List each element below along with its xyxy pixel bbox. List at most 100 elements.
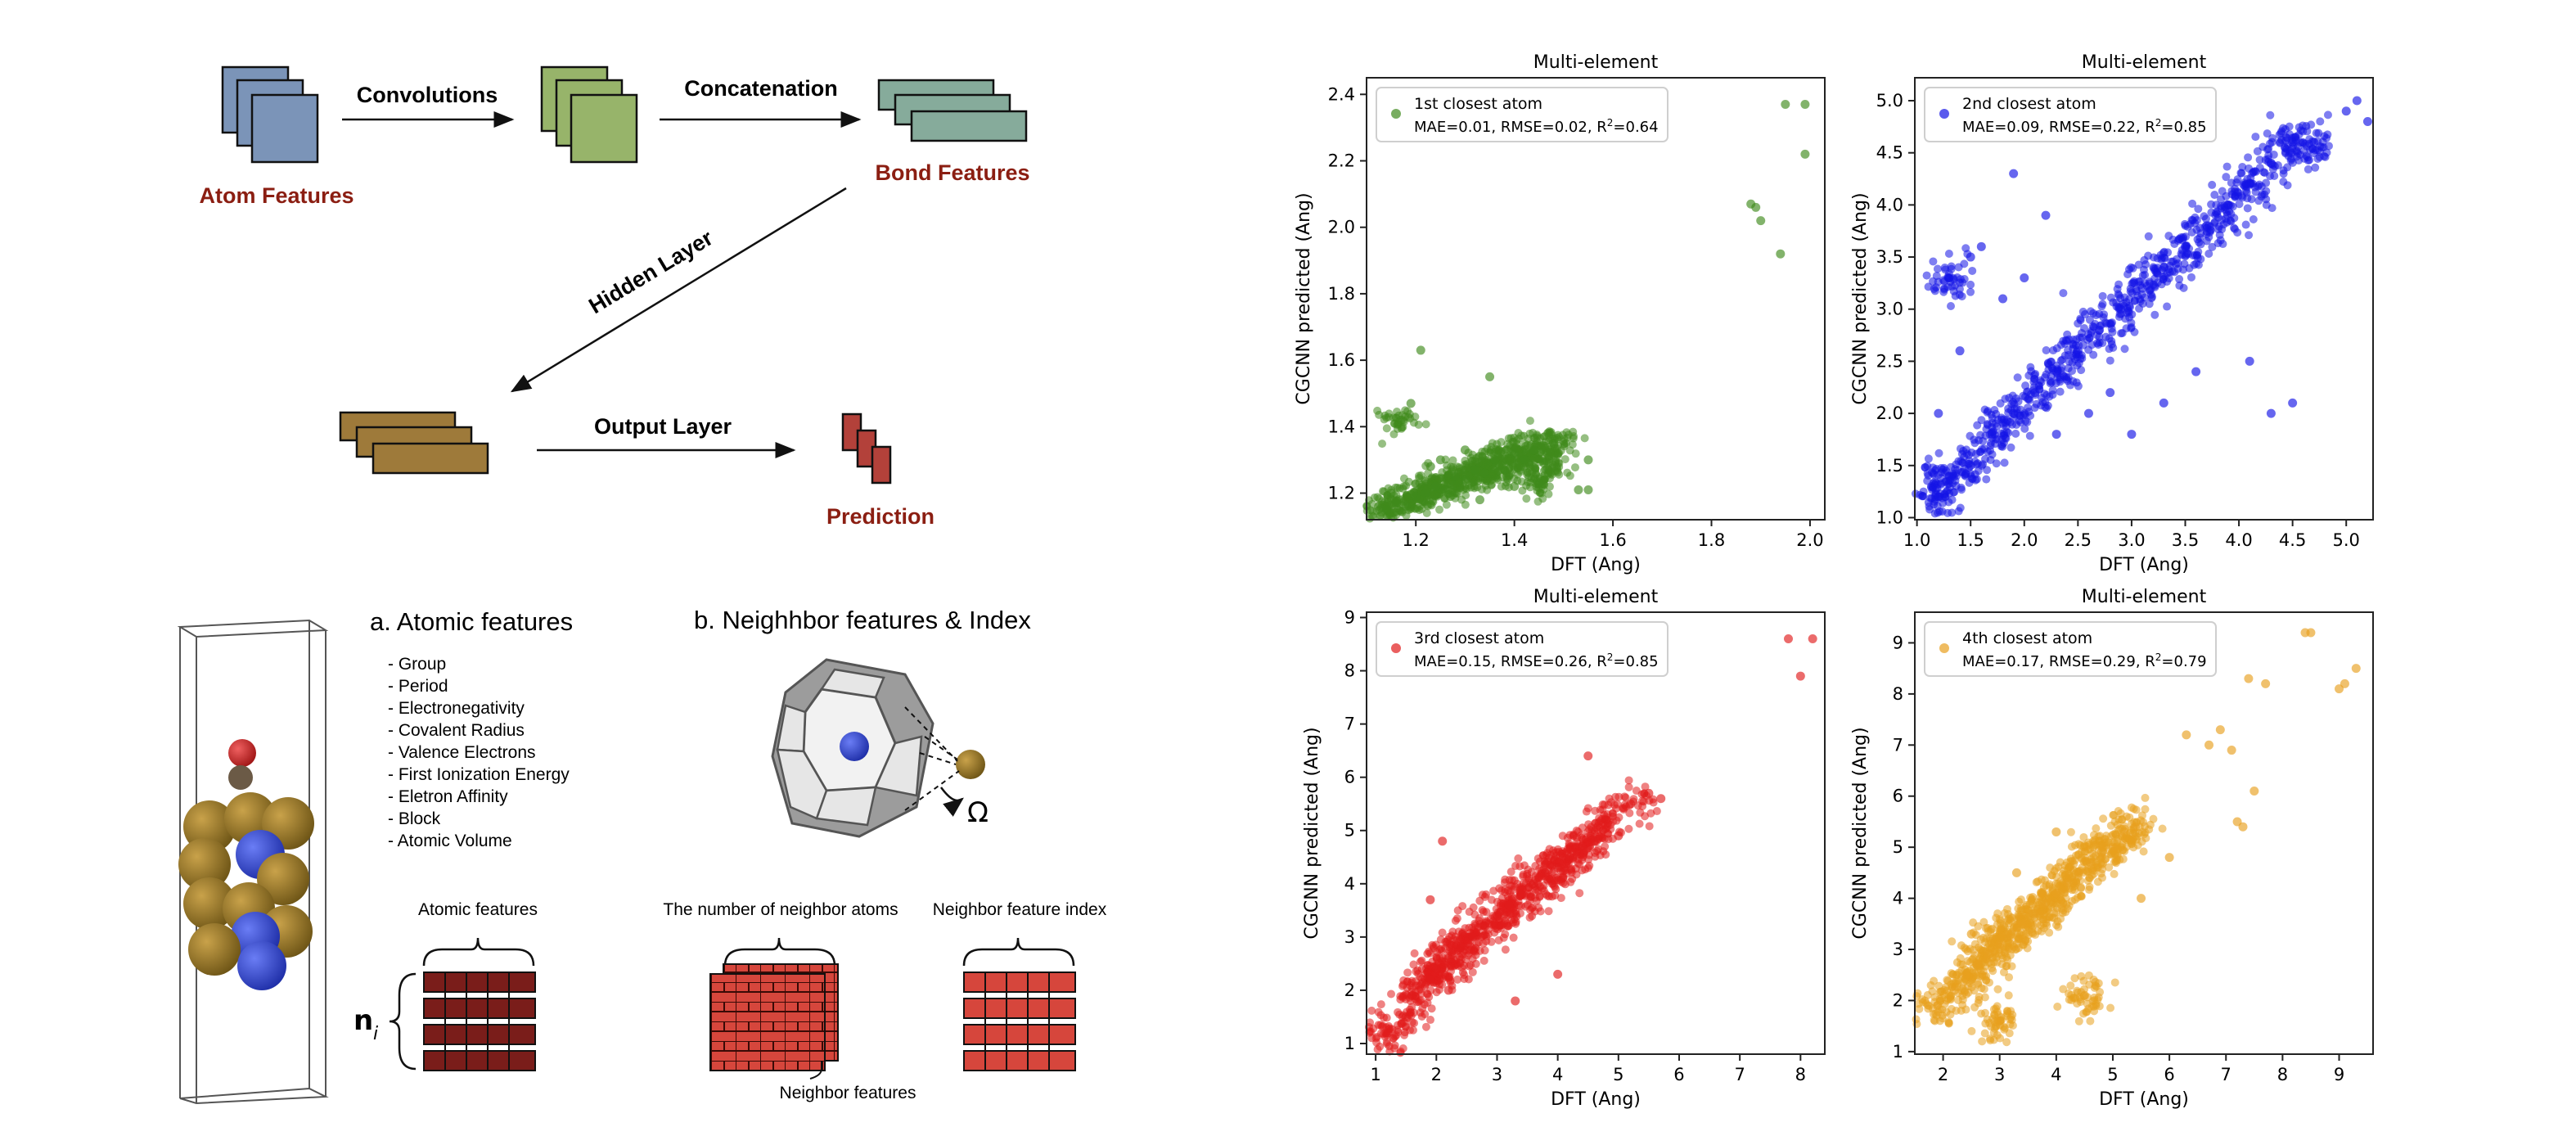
y-tick-label: 1.2 — [1328, 484, 1355, 503]
data-point — [2321, 152, 2330, 161]
data-point — [2137, 283, 2147, 293]
omega-symbol: Ω — [967, 796, 989, 829]
data-point — [2122, 298, 2131, 307]
x-tick-label: 4.0 — [2225, 530, 2252, 550]
convolutions-label: Convolutions — [357, 83, 498, 107]
data-point — [1516, 890, 1526, 899]
data-point — [1934, 492, 1943, 502]
data-point — [1601, 842, 1610, 851]
data-point — [2149, 814, 2158, 823]
legend-box — [1924, 87, 2217, 142]
data-point — [2113, 285, 2122, 294]
data-point — [2073, 986, 2082, 995]
x-tick-label: 2.0 — [2011, 530, 2038, 550]
data-point — [2109, 343, 2118, 352]
data-point — [1574, 485, 1583, 494]
y-tick-label: 5 — [1344, 821, 1355, 841]
data-point — [1411, 480, 1420, 489]
data-point — [1461, 955, 1470, 964]
data-point — [2079, 990, 2089, 1000]
central-atom — [840, 732, 869, 761]
data-point — [1466, 961, 1475, 970]
data-point — [2107, 324, 2116, 333]
data-point — [1988, 967, 1997, 976]
data-point — [2187, 228, 2196, 237]
data-point — [1995, 1016, 2005, 1026]
data-point — [2002, 1038, 2011, 1047]
data-point — [1505, 876, 1514, 885]
data-point — [2130, 296, 2139, 305]
data-point — [2295, 130, 2304, 139]
data-point — [1966, 252, 1975, 262]
data-point — [1800, 99, 1810, 109]
data-point — [1998, 294, 2008, 304]
data-point — [2159, 398, 2168, 408]
data-point — [1416, 982, 1425, 991]
data-point — [2040, 899, 2050, 908]
data-point — [2313, 154, 2322, 163]
data-point — [2144, 232, 2153, 241]
data-point — [1425, 895, 1435, 904]
data-point — [1500, 465, 1510, 475]
data-point — [2222, 162, 2231, 171]
data-point — [1493, 476, 1502, 485]
data-point — [1461, 500, 1470, 509]
data-point — [1376, 1000, 1385, 1009]
legend-marker — [1939, 643, 1949, 653]
data-point — [1929, 463, 1938, 472]
data-point — [2134, 260, 2143, 269]
data-point — [1970, 439, 1979, 448]
data-point — [1980, 993, 1989, 1002]
data-point — [2063, 878, 2073, 888]
data-point — [1562, 869, 1571, 878]
data-point — [2244, 674, 2254, 683]
data-point — [1954, 263, 1963, 272]
data-point — [1951, 291, 1960, 300]
data-point — [1976, 431, 1985, 440]
legend-label: 3rd closest atom — [1414, 629, 1544, 647]
data-point — [2244, 153, 2253, 162]
data-point — [1504, 886, 1513, 895]
data-point — [2099, 313, 2108, 322]
data-point — [1376, 1042, 1385, 1051]
data-point — [2095, 332, 2104, 341]
plot-frame — [1914, 77, 2374, 521]
data-point — [1385, 412, 1394, 421]
data-point — [1967, 1026, 1976, 1035]
ni-symbol: n — [354, 1004, 373, 1037]
data-point — [1997, 429, 2006, 438]
feature-item: - Electronegativity — [388, 699, 525, 718]
data-point — [1938, 987, 1947, 996]
y-tick-label: 3.0 — [1876, 300, 1903, 319]
y-tick-label: 4 — [1344, 874, 1355, 894]
data-point — [1977, 444, 1986, 453]
data-point — [2042, 918, 2051, 927]
data-point — [1936, 479, 1945, 488]
data-point — [1534, 478, 1544, 488]
data-point — [2153, 278, 2162, 287]
data-point — [1918, 998, 1927, 1007]
data-point — [1924, 454, 1933, 463]
data-point — [1413, 966, 1422, 975]
data-point — [2066, 857, 2075, 866]
data-points — [1934, 96, 2372, 502]
data-point — [1921, 462, 1930, 471]
data-point — [2005, 973, 2014, 982]
data-point — [2051, 888, 2061, 898]
data-point — [1635, 819, 1644, 828]
output-layer-label: Output Layer — [594, 414, 732, 439]
data-point — [1544, 907, 1553, 916]
data-point — [2266, 110, 2275, 119]
data-point — [2251, 187, 2260, 196]
data-point — [2260, 190, 2269, 199]
data-point — [1423, 500, 1432, 509]
y-tick-label: 1.4 — [1328, 417, 1355, 436]
data-point — [2096, 847, 2106, 857]
data-point — [1417, 956, 1426, 965]
data-point — [2114, 313, 2123, 322]
data-point — [2051, 367, 2061, 376]
data-point — [2079, 1009, 2088, 1018]
data-point — [2150, 310, 2159, 319]
data-point — [2110, 817, 2119, 826]
data-point — [2006, 417, 2015, 426]
